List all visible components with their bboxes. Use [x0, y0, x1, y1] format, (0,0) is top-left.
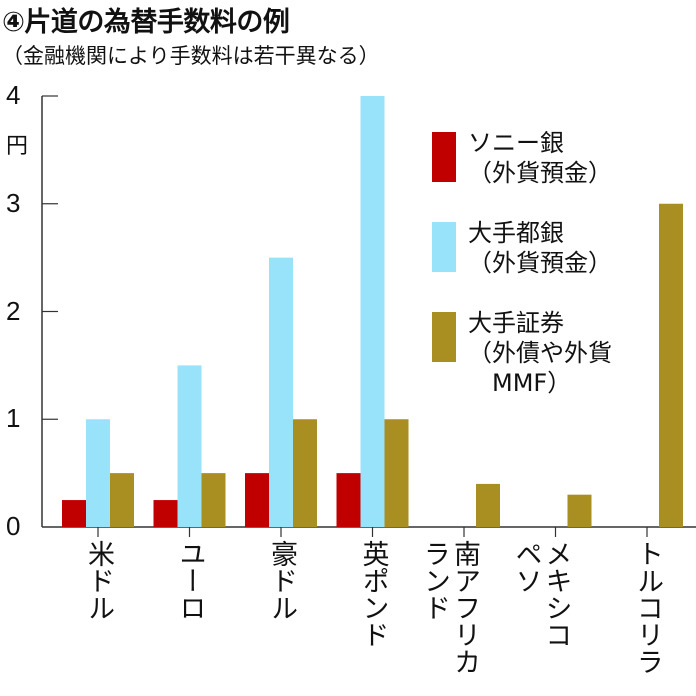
- y-tick-label: 0: [6, 511, 21, 541]
- x-tick-label: メキシコ ペソ: [510, 540, 572, 648]
- legend-swatch: [432, 132, 456, 182]
- bar-2-2: [293, 419, 317, 527]
- bar-2-1: [269, 257, 293, 527]
- bar-0-1: [86, 419, 110, 527]
- bar-1-1: [177, 365, 202, 527]
- x-tick-label-line: 豪ドル: [266, 540, 297, 621]
- x-tick-label: ユーロ: [174, 540, 206, 621]
- legend-label: MMF）: [468, 369, 572, 397]
- legend-label: 大手都銀: [468, 219, 564, 247]
- x-tick-label-line: ランド: [419, 540, 450, 621]
- legend-label: （外貨預金）: [468, 159, 612, 187]
- bar-5-2: [567, 494, 592, 527]
- legend-label: 大手証券: [468, 309, 564, 337]
- bar-1-0: [153, 500, 178, 527]
- bar-0-0: [62, 500, 86, 527]
- bar-2-0: [245, 473, 269, 527]
- x-tick-label: 英ポンド: [357, 540, 389, 648]
- y-tick-label: 4: [6, 80, 21, 110]
- legend-label: （外貨預金）: [468, 249, 612, 277]
- x-tick-label: 米ドル: [83, 540, 114, 621]
- y-tick-label: 2: [6, 295, 21, 326]
- x-tick-label-line: トルコリラ: [632, 540, 663, 675]
- chart-subtitle: （金融機関により手数料は若干異なる）: [2, 44, 380, 68]
- x-tick-label-line: 南アフリカ: [449, 540, 480, 675]
- bar-4-2: [476, 483, 500, 527]
- x-tick-label: トルコリラ: [632, 540, 663, 675]
- legend-label: ソニー銀: [468, 129, 564, 157]
- legend-swatch: [432, 222, 456, 272]
- bar-3-0: [336, 473, 361, 527]
- bar-3-2: [384, 419, 409, 527]
- x-tick-label-line: ユーロ: [174, 540, 206, 621]
- bar-3-1: [360, 96, 385, 527]
- legend-swatch: [432, 312, 456, 362]
- bar-6-2: [659, 203, 683, 527]
- x-tick-label-line: ペソ: [510, 540, 542, 594]
- y-axis-unit: 円: [6, 134, 29, 159]
- x-tick-label-line: 英ポンド: [357, 540, 389, 648]
- x-tick-label-line: 米ドル: [83, 540, 114, 621]
- y-tick-label: 3: [6, 187, 21, 218]
- bar-1-2: [201, 473, 226, 527]
- x-tick-label-line: メキシコ: [540, 540, 572, 648]
- legend-label: （外債や外貨: [468, 339, 612, 367]
- chart-title: ④片道の為替手数料の例: [2, 7, 290, 38]
- x-tick-label: 南アフリカ ランド: [419, 540, 480, 675]
- y-tick-label: 1: [6, 403, 21, 434]
- x-tick-label: 豪ドル: [266, 540, 297, 621]
- bar-0-2: [110, 473, 134, 527]
